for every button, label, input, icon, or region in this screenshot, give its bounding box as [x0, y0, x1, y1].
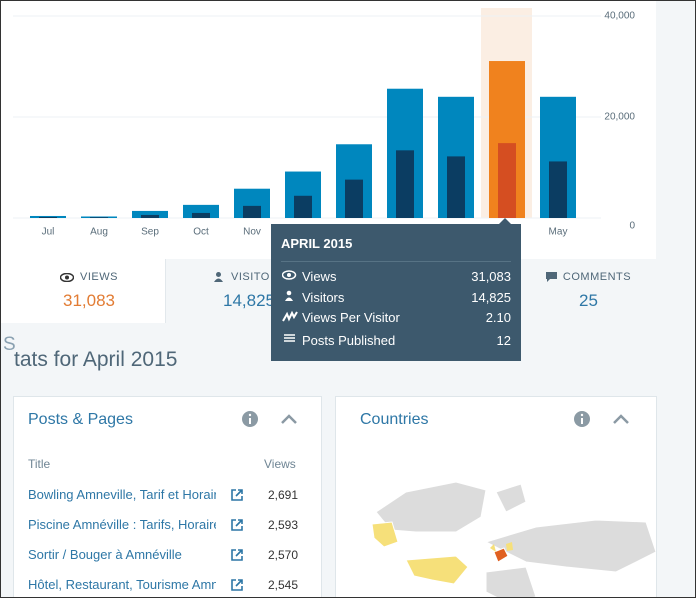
y-tick-label: 20,000	[604, 112, 635, 123]
tooltip-title: APRIL 2015	[281, 236, 353, 251]
external-link-icon[interactable]	[231, 579, 243, 591]
bar	[396, 150, 414, 218]
x-tick-label: May	[549, 227, 568, 238]
post-views: 2,570	[268, 548, 299, 562]
tab-label: VIEWS	[80, 271, 118, 283]
bar	[39, 216, 57, 218]
panel-title: Countries	[360, 411, 429, 428]
y-tick-label: 40,000	[604, 11, 635, 22]
tab-label: VISITO	[231, 271, 270, 283]
tab-views[interactable]: VIEWS 31,083	[13, 259, 166, 323]
tooltip-icons	[282, 270, 298, 342]
column-header: Views	[264, 457, 296, 471]
tooltip-value: 2.10	[485, 310, 511, 325]
panel-controls[interactable]	[240, 409, 310, 429]
tab-value: 14,825	[223, 291, 275, 310]
bar	[132, 210, 168, 218]
tab-value: 25	[579, 291, 598, 310]
tooltip-value: 14,825	[471, 290, 511, 305]
chart: 0 20,000 40,000 Jul Aug Sep Oct Nov May	[13, 8, 635, 238]
world-map	[371, 481, 656, 597]
posts-panel: Posts & Pages Title Views Bowling Amnevi…	[13, 396, 322, 597]
bar	[90, 217, 108, 218]
bar	[498, 143, 516, 218]
tab-label: COMMENTS	[562, 271, 632, 283]
tooltip-label: Views	[302, 269, 337, 284]
post-title[interactable]: Piscine Amnéville : Tarifs, Horaire	[28, 517, 216, 532]
post-title[interactable]: Sortir / Bouger à Amnéville	[28, 547, 182, 562]
comment-icon	[545, 272, 557, 283]
post-views: 2,593	[268, 518, 299, 532]
tab-comments[interactable]: COMMENTS 25	[521, 259, 656, 323]
panel-controls[interactable]	[572, 409, 642, 429]
bar	[345, 179, 363, 218]
bar	[192, 212, 210, 218]
tab-value: 31,083	[63, 291, 115, 310]
post-title[interactable]: Bowling Amneville, Tarif et Horair	[28, 487, 216, 502]
tooltip-value: 12	[496, 333, 511, 348]
external-link-icon[interactable]	[231, 519, 243, 531]
tooltip-label: Visitors	[302, 290, 345, 305]
tooltip-label: Posts Published	[302, 333, 396, 348]
post-title[interactable]: Hôtel, Restaurant, Tourisme Amn	[28, 577, 216, 592]
x-tick-label: Oct	[193, 227, 209, 238]
x-tick-label: Nov	[243, 227, 261, 238]
tooltip-label: Views Per Visitor	[302, 310, 400, 325]
external-link-icon[interactable]	[231, 549, 243, 561]
heading-fragment: S	[3, 334, 16, 355]
x-tick-label: Jul	[42, 227, 55, 238]
eye-icon	[59, 272, 75, 282]
x-tick-label: Aug	[90, 227, 108, 238]
column-header: Title	[28, 457, 51, 471]
countries-panel: Countries	[335, 396, 657, 597]
bar	[243, 205, 261, 218]
post-views: 2,545	[268, 578, 299, 592]
person-icon	[214, 272, 223, 283]
tooltip: APRIL 2015 Views 31,083 Visitors 14,825 …	[271, 218, 521, 361]
bar	[549, 161, 567, 218]
divider	[281, 261, 511, 262]
tooltip-value: 31,083	[471, 269, 511, 284]
post-views: 2,691	[268, 488, 299, 502]
bar	[294, 195, 312, 218]
tooltip-arrow	[499, 218, 511, 224]
section-heading: tats for April 2015	[14, 348, 178, 371]
y-tick-label: 0	[629, 221, 635, 232]
external-link-icon[interactable]	[231, 489, 243, 501]
panel-title: Posts & Pages	[28, 411, 133, 428]
x-tick-label: Sep	[141, 227, 159, 238]
bar	[447, 156, 465, 218]
bar	[30, 215, 66, 218]
bar	[141, 214, 159, 218]
